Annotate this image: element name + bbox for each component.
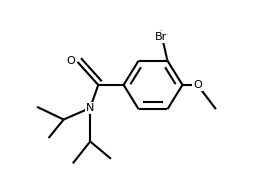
Text: O: O: [193, 80, 202, 90]
Text: Br: Br: [154, 32, 167, 42]
Text: O: O: [67, 56, 76, 66]
Text: N: N: [86, 103, 94, 113]
